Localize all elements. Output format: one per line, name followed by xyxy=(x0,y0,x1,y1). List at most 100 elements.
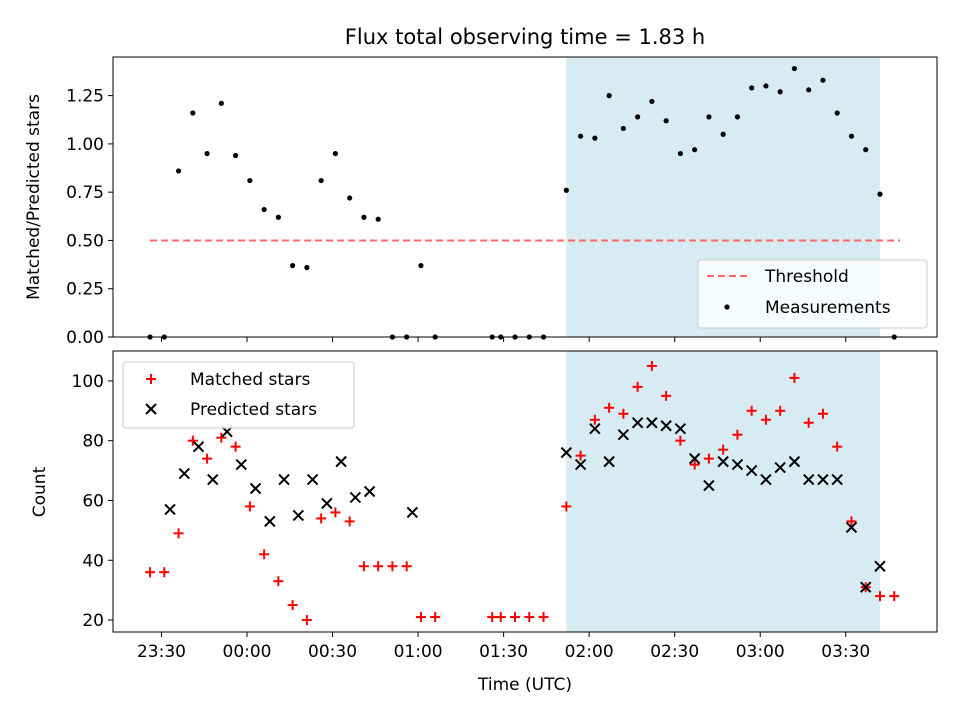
measurement-point xyxy=(577,133,584,139)
matched-stars-points xyxy=(145,360,900,626)
measurement-point xyxy=(247,177,253,184)
matched-star-point xyxy=(775,405,786,416)
predicted-star-point xyxy=(860,581,872,593)
matched-star-point xyxy=(703,453,714,464)
measurement-point xyxy=(820,77,826,83)
measurement-point xyxy=(592,135,598,141)
measurement-point xyxy=(663,118,669,124)
predicted-star-point xyxy=(264,515,276,528)
measurement-point xyxy=(418,262,424,269)
measurement-point xyxy=(706,114,712,120)
predicted-star-point xyxy=(249,482,262,495)
matched-star-point xyxy=(387,561,398,572)
predicted-star-point xyxy=(745,464,758,477)
measurement-point xyxy=(190,110,196,116)
measurement-point xyxy=(606,93,612,99)
matched-star-point xyxy=(330,507,341,518)
predicted-star-point xyxy=(617,428,630,441)
matched-star-point xyxy=(259,549,270,560)
measurement-point xyxy=(806,87,812,93)
matched-star-point xyxy=(358,561,369,572)
predicted-star-point xyxy=(278,473,290,486)
matched-star-point xyxy=(159,567,170,578)
matched-star-point xyxy=(817,408,828,419)
matched-star-point xyxy=(230,441,241,452)
matched-star-point xyxy=(495,612,506,623)
predicted-star-point xyxy=(560,446,573,459)
measurement-point xyxy=(318,177,324,184)
top-y-tick-label: 1.00 xyxy=(66,135,104,155)
measurement-point xyxy=(791,65,798,72)
bottom-legend: Matched stars Predicted stars xyxy=(122,361,355,429)
predicted-star-point xyxy=(603,455,615,468)
measurement-point xyxy=(304,264,310,271)
bottom-y-tick-label: 80 xyxy=(82,432,104,452)
bottom-panel: 20 40 60 80 100 23:30 00:00 00:30 01:00 01:30 02:0… xyxy=(30,350,938,695)
predicted-star-point xyxy=(674,423,687,435)
top-legend-box xyxy=(697,259,928,329)
measurement-point xyxy=(218,100,224,106)
legend-measurements-label: Measurements xyxy=(765,298,891,318)
predicted-star-point xyxy=(731,458,744,471)
bottom-x-tick-label: 02:30 xyxy=(650,642,699,662)
matched-star-point xyxy=(661,390,672,401)
measurement-point xyxy=(361,214,367,220)
bottom-x-tick-label: 03:00 xyxy=(736,642,785,662)
predicted-star-point xyxy=(363,485,376,498)
matched-star-point xyxy=(832,441,843,452)
predicted-star-point xyxy=(788,455,801,468)
matched-star-point xyxy=(401,561,412,572)
measurement-point xyxy=(347,195,353,201)
matched-star-point xyxy=(689,459,700,470)
predicted-star-point xyxy=(235,458,248,471)
matched-star-point xyxy=(316,513,327,524)
measurement-point xyxy=(563,187,569,193)
measurement-point xyxy=(763,83,769,89)
legend-predicted-swatch xyxy=(145,403,157,415)
predicted-star-point xyxy=(164,503,176,516)
measurement-point xyxy=(877,191,883,197)
top-y-tick-label: 0.75 xyxy=(66,183,104,203)
predicted-star-point xyxy=(631,417,644,429)
top-y-axis-label: Matched/Predicted stars xyxy=(24,94,44,300)
measurement-point xyxy=(261,206,267,213)
legend-measurements-swatch xyxy=(724,304,730,310)
bottom-x-tick-label: 01:30 xyxy=(479,642,528,662)
predicted-star-point xyxy=(817,473,829,486)
matched-star-point xyxy=(675,435,686,446)
matched-star-point xyxy=(487,612,498,623)
bottom-y-tick-label: 60 xyxy=(82,491,104,511)
bottom-plot-frame xyxy=(112,350,938,633)
predicted-star-point xyxy=(335,455,347,468)
measurement-point xyxy=(275,214,281,220)
x-axis-label: Time (UTC) xyxy=(477,675,572,695)
matched-star-point xyxy=(538,612,549,623)
measurement-point xyxy=(649,98,655,105)
predicted-star-point xyxy=(646,417,658,429)
measurement-point xyxy=(848,133,855,139)
predicted-star-point xyxy=(688,452,701,465)
measurement-point xyxy=(175,168,182,174)
measurement-point xyxy=(332,150,338,157)
matched-star-point xyxy=(344,516,355,527)
matched-star-point xyxy=(244,501,255,512)
measurement-point xyxy=(290,262,296,269)
matched-star-point xyxy=(202,453,213,464)
predicted-star-point xyxy=(831,473,843,486)
predicted-star-point xyxy=(845,521,858,534)
matched-star-point xyxy=(415,612,426,623)
predicted-star-point xyxy=(802,473,815,486)
bottom-y-tick-label: 40 xyxy=(82,551,104,571)
measurement-point xyxy=(777,89,783,95)
top-panel: 0.00 0.25 0.50 0.75 1.00 1.25 Matched/Predict… xyxy=(24,56,938,348)
predicted-star-point xyxy=(760,473,772,486)
predicted-star-point xyxy=(717,455,729,468)
matched-star-point xyxy=(524,612,535,623)
matched-star-point xyxy=(187,435,198,446)
matched-star-point xyxy=(889,591,900,602)
bottom-legend-box xyxy=(122,361,355,429)
legend-predicted-label: Predicted stars xyxy=(190,400,317,420)
matched-star-point xyxy=(604,402,615,413)
predicted-star-point xyxy=(321,497,333,510)
